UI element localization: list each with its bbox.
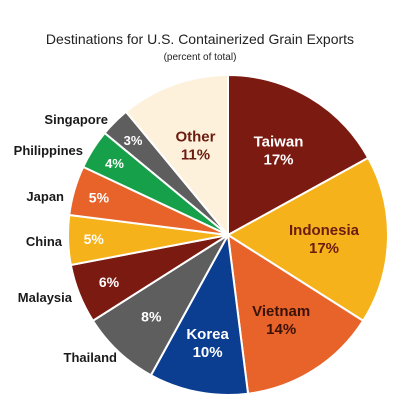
slice-value-japan: 5% [89, 190, 110, 206]
slice-name-taiwan: Taiwan [254, 134, 304, 151]
slice-name-korea: Korea [186, 326, 229, 343]
slice-value-thailand: 8% [141, 309, 162, 325]
slice-name-other: Other [175, 129, 215, 146]
pie-slice-indonesia [226, 156, 389, 323]
pie-slice-other [124, 73, 229, 238]
slice-name-malaysia: Malaysia [18, 290, 73, 305]
slice-value-taiwan: 17% [263, 152, 293, 169]
slice-name-singapore: Singapore [44, 112, 108, 127]
slice-value-korea: 10% [193, 344, 223, 361]
slice-value-malaysia: 6% [99, 274, 120, 290]
slice-value-philippines: 4% [105, 156, 124, 171]
slice-value-other: 11% [181, 147, 210, 164]
slice-name-china: China [26, 234, 63, 249]
chart-subtitle: (percent of total) [163, 52, 237, 63]
pie-slice-taiwan [227, 73, 370, 237]
slice-name-japan: Japan [26, 189, 64, 204]
slice-name-vietnam: Vietnam [252, 303, 310, 320]
pie-slice-korea [149, 231, 250, 397]
slice-value-singapore: 3% [124, 133, 143, 148]
slice-value-indonesia: 17% [309, 240, 339, 257]
pie-slice-vietnam [226, 233, 365, 395]
slice-name-philippines: Philippines [14, 143, 83, 158]
chart-title: Destinations for U.S. Containerized Grai… [45, 31, 355, 47]
slice-value-china: 5% [84, 231, 105, 247]
slice-name-indonesia: Indonesia [289, 222, 360, 239]
slice-name-thailand: Thailand [64, 350, 118, 365]
slice-value-vietnam: 14% [266, 321, 296, 338]
